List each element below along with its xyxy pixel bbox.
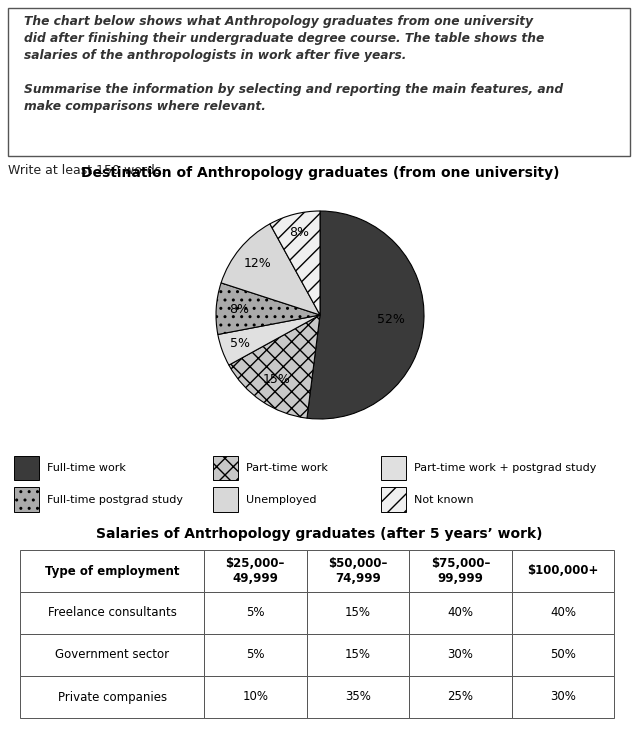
Wedge shape — [216, 283, 320, 335]
Bar — [409, 676, 512, 718]
Text: Salaries of Antrhopology graduates (after 5 years’ work): Salaries of Antrhopology graduates (afte… — [96, 527, 542, 541]
Bar — [307, 550, 409, 592]
Bar — [381, 456, 406, 480]
Bar — [213, 456, 238, 480]
Text: Part-time work + postgrad study: Part-time work + postgrad study — [413, 463, 596, 473]
Text: Unemployed: Unemployed — [246, 495, 316, 504]
Text: 8%: 8% — [229, 303, 249, 317]
Bar — [204, 676, 307, 718]
Text: Write at least 150 words.: Write at least 150 words. — [8, 164, 165, 178]
Text: 30%: 30% — [550, 691, 576, 703]
Text: 5%: 5% — [246, 648, 264, 662]
Text: 35%: 35% — [345, 691, 371, 703]
Bar — [512, 550, 614, 592]
Text: Not known: Not known — [413, 495, 473, 504]
Bar — [20, 550, 204, 592]
Text: 52%: 52% — [377, 313, 404, 326]
Text: 50%: 50% — [550, 648, 576, 662]
FancyBboxPatch shape — [8, 8, 630, 156]
Text: $25,000–
49,999: $25,000– 49,999 — [225, 557, 285, 585]
Wedge shape — [218, 315, 320, 365]
Bar — [512, 634, 614, 676]
Text: Full-time postgrad study: Full-time postgrad study — [47, 495, 182, 504]
Bar — [409, 550, 512, 592]
Text: Part-time work: Part-time work — [246, 463, 328, 473]
Bar — [20, 676, 204, 718]
Text: 25%: 25% — [447, 691, 474, 703]
Title: Destination of Anthropology graduates (from one university): Destination of Anthropology graduates (f… — [81, 166, 559, 180]
Bar — [409, 592, 512, 634]
Bar — [307, 634, 409, 676]
Text: 12%: 12% — [244, 257, 271, 270]
Bar — [512, 676, 614, 718]
Text: 10%: 10% — [243, 691, 268, 703]
Text: Freelance consultants: Freelance consultants — [48, 607, 177, 619]
Bar — [14, 456, 39, 480]
Text: 5%: 5% — [230, 338, 250, 350]
Text: 15%: 15% — [345, 607, 371, 619]
Text: $100,000+: $100,000+ — [527, 564, 599, 577]
Bar — [409, 634, 512, 676]
Wedge shape — [229, 315, 320, 418]
Text: 8%: 8% — [289, 226, 308, 239]
Text: 30%: 30% — [447, 648, 474, 662]
Bar — [204, 592, 307, 634]
Text: $50,000–
74,999: $50,000– 74,999 — [328, 557, 388, 585]
Text: Private companies: Private companies — [58, 691, 167, 703]
Bar — [213, 488, 238, 512]
Bar — [307, 592, 409, 634]
Bar — [204, 634, 307, 676]
Text: 15%: 15% — [262, 373, 290, 386]
Bar — [204, 550, 307, 592]
Bar — [20, 592, 204, 634]
Bar — [20, 634, 204, 676]
Wedge shape — [307, 211, 424, 419]
Bar — [381, 488, 406, 512]
Text: The chart below shows what Anthropology graduates from one university
did after : The chart below shows what Anthropology … — [24, 15, 563, 113]
Wedge shape — [270, 211, 320, 315]
Text: 40%: 40% — [447, 607, 474, 619]
Text: 15%: 15% — [345, 648, 371, 662]
Text: 40%: 40% — [550, 607, 576, 619]
Wedge shape — [221, 224, 320, 315]
Bar — [14, 488, 39, 512]
Text: Type of employment: Type of employment — [45, 564, 179, 577]
Bar — [512, 592, 614, 634]
Text: Full-time work: Full-time work — [47, 463, 125, 473]
Text: 5%: 5% — [246, 607, 264, 619]
Text: $75,000–
99,999: $75,000– 99,999 — [431, 557, 490, 585]
Bar — [307, 676, 409, 718]
Text: Government sector: Government sector — [55, 648, 169, 662]
